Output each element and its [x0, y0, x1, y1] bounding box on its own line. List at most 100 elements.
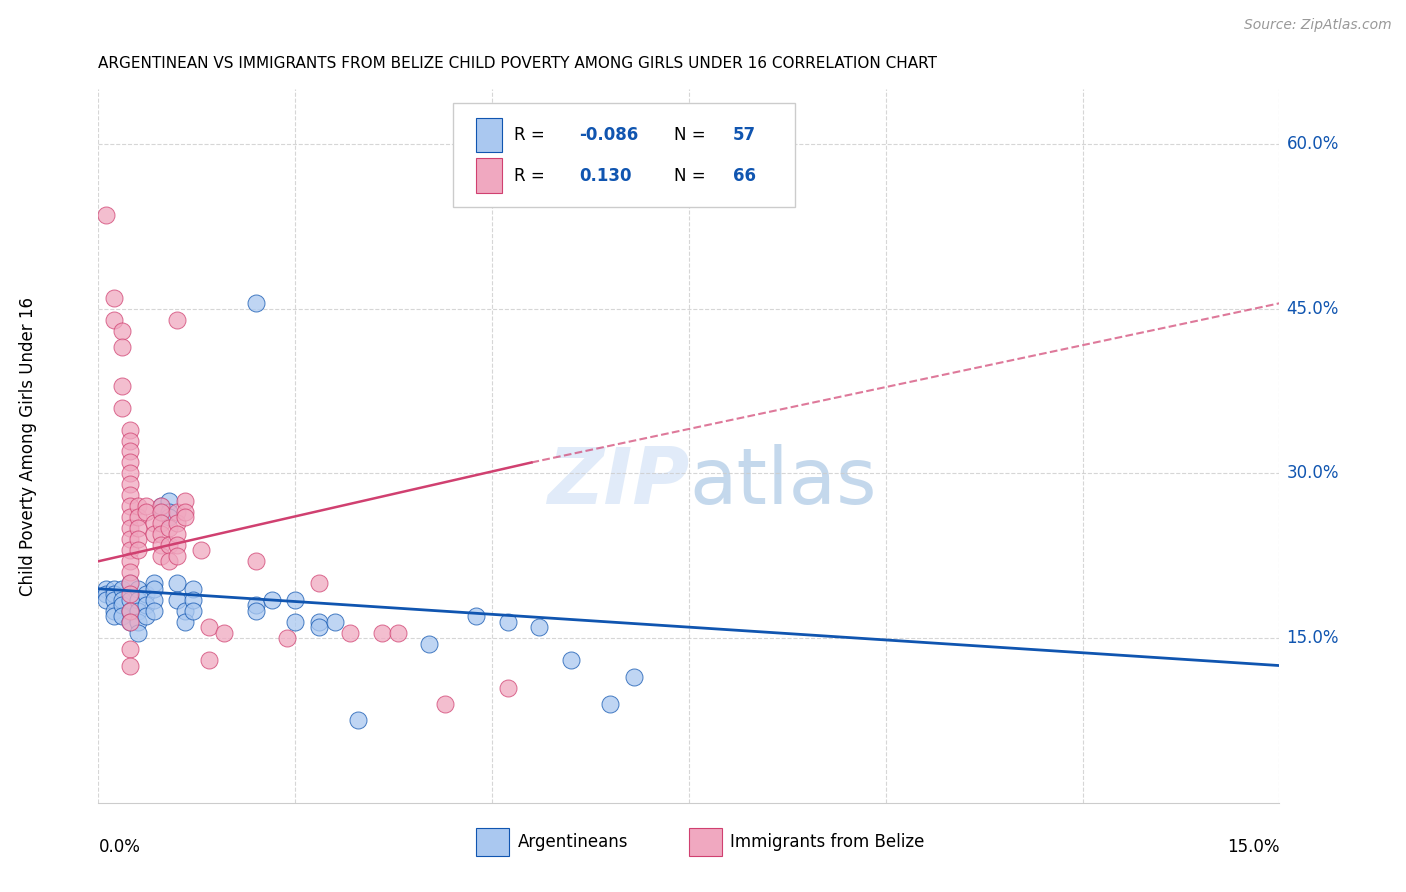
Point: [96, 582, 118, 596]
Text: N =: N =: [673, 167, 706, 185]
Point: [111, 401, 134, 415]
Point: [118, 554, 141, 568]
Point: [111, 598, 134, 612]
Point: [181, 604, 204, 618]
Point: [371, 625, 394, 640]
Point: [118, 444, 141, 458]
Point: [135, 587, 157, 601]
Point: [150, 549, 173, 563]
Point: [150, 526, 173, 541]
Point: [166, 549, 188, 563]
Point: [127, 625, 149, 640]
Point: [150, 516, 173, 530]
Bar: [689, 828, 723, 856]
Point: [127, 615, 149, 629]
Text: 0.0%: 0.0%: [98, 838, 141, 856]
Text: atlas: atlas: [689, 443, 876, 520]
Point: [118, 533, 141, 547]
Point: [118, 423, 141, 437]
Point: [166, 516, 188, 530]
Point: [166, 576, 188, 591]
Point: [197, 653, 219, 667]
Point: [118, 615, 141, 629]
Point: [529, 620, 551, 634]
Bar: [477, 828, 509, 856]
Point: [142, 516, 165, 530]
Text: 15.0%: 15.0%: [1286, 629, 1339, 647]
Point: [284, 615, 307, 629]
Point: [323, 615, 346, 629]
Point: [127, 500, 149, 514]
Point: [142, 576, 165, 591]
Point: [496, 615, 519, 629]
Point: [166, 538, 188, 552]
Point: [103, 582, 125, 596]
Point: [118, 592, 141, 607]
Point: [157, 494, 180, 508]
Point: [118, 576, 141, 591]
Text: ARGENTINEAN VS IMMIGRANTS FROM BELIZE CHILD POVERTY AMONG GIRLS UNDER 16 CORRELA: ARGENTINEAN VS IMMIGRANTS FROM BELIZE CH…: [98, 56, 938, 71]
Point: [166, 505, 188, 519]
Point: [599, 697, 621, 711]
Point: [127, 582, 149, 596]
Point: [111, 340, 134, 354]
Bar: [477, 159, 502, 193]
Point: [433, 697, 456, 711]
Point: [118, 604, 141, 618]
Point: [174, 615, 197, 629]
Point: [308, 615, 330, 629]
Point: [135, 500, 157, 514]
Point: [214, 625, 236, 640]
Point: [118, 455, 141, 469]
Point: [103, 609, 125, 624]
Bar: [477, 118, 502, 152]
Point: [103, 592, 125, 607]
Point: [111, 609, 134, 624]
Point: [111, 378, 134, 392]
Point: [245, 554, 267, 568]
Point: [174, 604, 197, 618]
Text: 30.0%: 30.0%: [1286, 465, 1339, 483]
Point: [118, 543, 141, 558]
Point: [197, 620, 219, 634]
Point: [560, 653, 582, 667]
Point: [157, 505, 180, 519]
Point: [127, 533, 149, 547]
Point: [127, 521, 149, 535]
Point: [150, 538, 173, 552]
Point: [103, 604, 125, 618]
Point: [135, 609, 157, 624]
Point: [157, 554, 180, 568]
Point: [308, 576, 330, 591]
Point: [103, 587, 125, 601]
Point: [118, 467, 141, 481]
Text: -0.086: -0.086: [579, 126, 638, 144]
Point: [127, 592, 149, 607]
Point: [181, 592, 204, 607]
Point: [181, 582, 204, 596]
Text: 0.130: 0.130: [579, 167, 631, 185]
FancyBboxPatch shape: [453, 103, 796, 207]
Point: [111, 582, 134, 596]
Point: [127, 510, 149, 524]
Point: [150, 500, 173, 514]
Text: R =: R =: [515, 167, 546, 185]
Point: [96, 209, 118, 223]
Point: [127, 604, 149, 618]
Text: N =: N =: [673, 126, 706, 144]
Point: [245, 598, 267, 612]
Point: [118, 658, 141, 673]
Point: [166, 312, 188, 326]
Point: [150, 500, 173, 514]
Text: R =: R =: [515, 126, 546, 144]
Point: [347, 714, 370, 728]
Point: [174, 494, 197, 508]
Point: [174, 510, 197, 524]
Point: [245, 604, 267, 618]
Text: ZIP: ZIP: [547, 443, 689, 520]
Point: [96, 587, 118, 601]
Point: [118, 576, 141, 591]
Point: [166, 592, 188, 607]
Point: [142, 604, 165, 618]
Text: 66: 66: [733, 167, 755, 185]
